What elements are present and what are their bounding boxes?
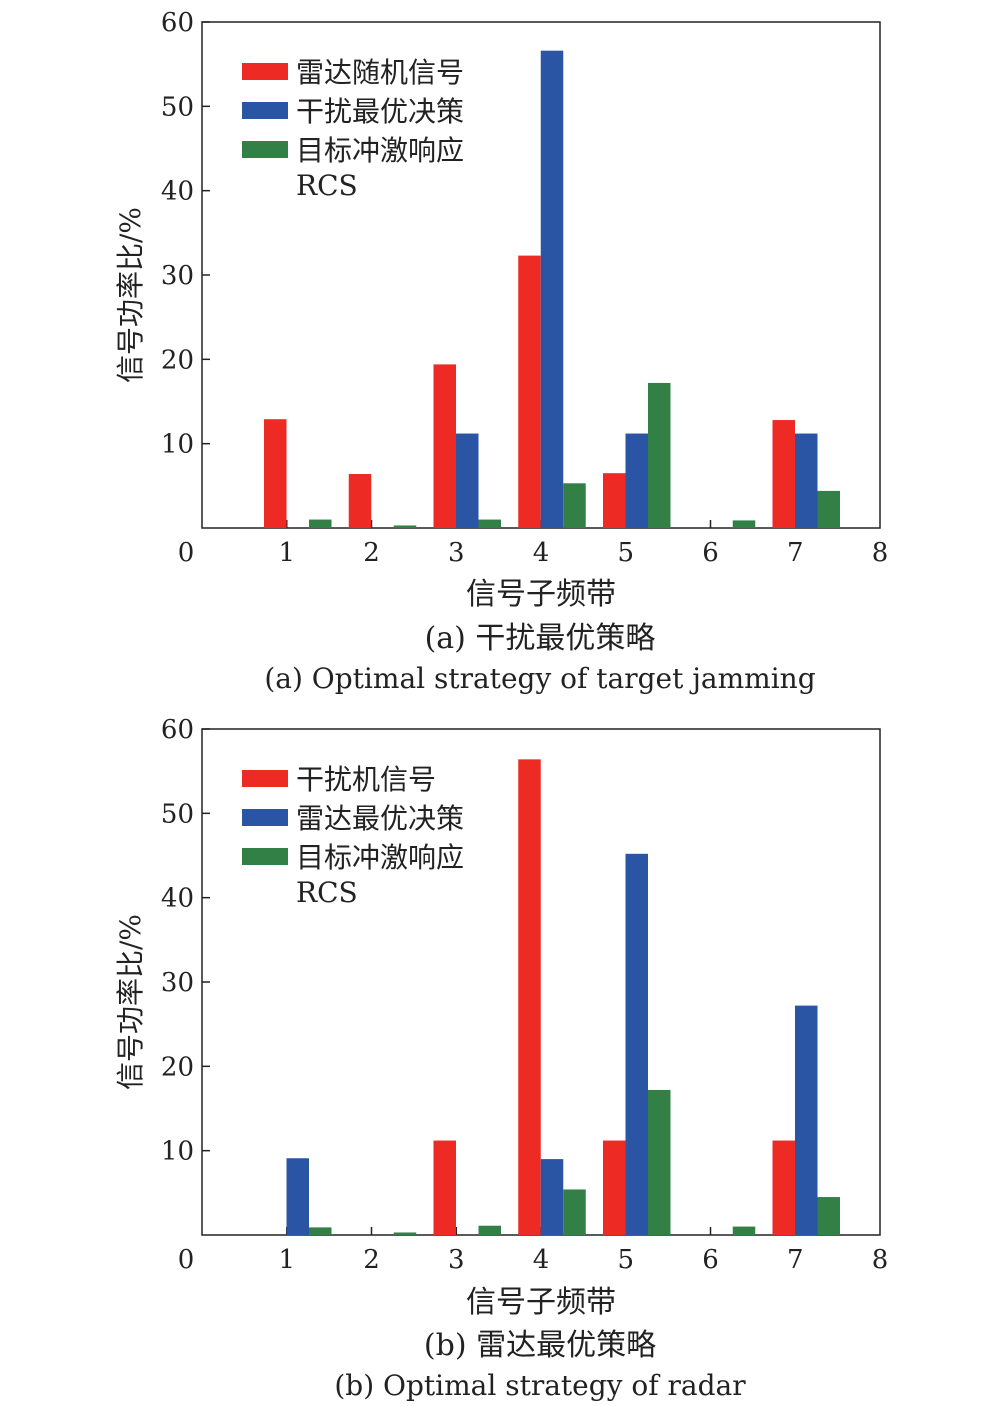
x-tick-label: 1: [278, 1245, 295, 1275]
legend-swatch: [242, 63, 288, 80]
x-tick-label: 8: [872, 538, 889, 568]
bar-green-6: [732, 1226, 756, 1235]
bar-green-2: [393, 1232, 417, 1235]
chart-a: 0 1 2 3 4 5 6 7 8 10 20 30 40 50 60 雷达随机信号干扰最优决策目标冲激响应R…: [114, 8, 888, 695]
caption-zh: (a) 干扰最优策略: [425, 621, 656, 656]
x-tick-label: 5: [617, 538, 634, 568]
bar-blue-1: [286, 1158, 309, 1235]
bar-green-3: [478, 1225, 501, 1235]
x-tick-label: 7: [787, 538, 804, 568]
legend-label: 雷达随机信号: [296, 56, 464, 89]
y-tick-label: 20: [161, 345, 194, 375]
legend-swatch: [242, 770, 288, 787]
y-tick-label: 10: [161, 1137, 194, 1167]
legend-label: 干扰最优决策: [296, 95, 464, 128]
bar-green-4: [563, 1189, 586, 1235]
x-tick-label: 6: [702, 538, 719, 568]
y-axis-label: 信号功率比/%: [114, 207, 147, 383]
legend-extra: RCS: [296, 169, 358, 202]
x-tick-label: 0: [178, 538, 195, 568]
bar-blue-5: [625, 853, 648, 1235]
bar-red-3: [433, 1140, 456, 1235]
bar-red-4: [518, 759, 541, 1235]
x-tick-label: 6: [702, 1245, 719, 1275]
bar-red-5: [603, 473, 626, 528]
bar-green-1: [309, 519, 332, 528]
bar-green-4: [563, 483, 586, 528]
bar-green-5: [648, 382, 671, 528]
y-tick-label: 50: [161, 799, 194, 829]
y-tick-label: 30: [161, 261, 194, 291]
x-tick-label: 2: [363, 1245, 380, 1275]
x-tick-label: 7: [787, 1245, 804, 1275]
x-tick-label: 1: [278, 538, 295, 568]
legend-label: 雷达最优决策: [296, 802, 464, 835]
legend-label: 干扰机信号: [296, 763, 436, 796]
legend-label: 目标冲激响应: [296, 134, 464, 167]
y-tick-label: 10: [161, 430, 194, 460]
bar-red-7: [772, 1140, 795, 1235]
x-tick-label: 3: [448, 1245, 465, 1275]
bar-blue-7: [795, 1005, 818, 1235]
bar-green-7: [817, 490, 840, 528]
caption-en: (a) Optimal strategy of target jamming: [264, 662, 815, 695]
legend-label: 目标冲激响应: [296, 841, 464, 874]
bar-green-2: [393, 525, 417, 528]
y-tick-label: 50: [161, 92, 194, 122]
legend-swatch: [242, 102, 288, 119]
bar-red-1: [264, 419, 287, 528]
legend-extra: RCS: [296, 876, 358, 909]
y-tick-label: 40: [161, 177, 194, 207]
bar-blue-3: [456, 433, 479, 528]
legend-swatch: [242, 809, 288, 826]
bar-red-3: [433, 364, 456, 528]
caption-en: (b) Optimal strategy of radar: [334, 1369, 746, 1402]
legend-swatch: [242, 848, 288, 865]
bar-green-6: [732, 520, 756, 528]
y-tick-label: 60: [161, 8, 194, 38]
bar-red-5: [603, 1140, 626, 1235]
y-tick-label: 20: [161, 1052, 194, 1082]
chart-b: 0 1 2 3 4 5 6 7 8 10 20 30 40 50 60 干扰机信号雷达最优决策目标冲激响应RC…: [114, 715, 888, 1402]
bar-green-1: [309, 1227, 332, 1235]
x-tick-label: 4: [533, 538, 550, 568]
bar-blue-4: [540, 50, 564, 528]
y-tick-label: 60: [161, 715, 194, 745]
bar-green-5: [648, 1089, 671, 1235]
bar-red-4: [518, 255, 541, 528]
bar-green-3: [478, 519, 501, 528]
legend-swatch: [242, 141, 288, 158]
y-tick-label: 30: [161, 968, 194, 998]
x-tick-label: 4: [533, 1245, 550, 1275]
y-axis-label: 信号功率比/%: [114, 914, 147, 1090]
x-axis-label: 信号子频带: [466, 577, 616, 612]
x-tick-label: 5: [617, 1245, 634, 1275]
x-axis-label: 信号子频带: [466, 1285, 616, 1320]
bar-blue-4: [540, 1159, 564, 1235]
x-tick-label: 2: [363, 538, 380, 568]
bar-red-2: [348, 474, 372, 528]
x-tick-label: 3: [448, 538, 465, 568]
x-tick-label: 8: [872, 1245, 889, 1275]
y-tick-label: 40: [161, 884, 194, 914]
bar-green-7: [817, 1197, 840, 1235]
bar-blue-7: [795, 433, 818, 528]
x-tick-label: 0: [178, 1245, 195, 1275]
bar-blue-5: [625, 433, 648, 528]
bar-red-7: [772, 420, 795, 528]
caption-zh: (b) 雷达最优策略: [424, 1328, 656, 1363]
